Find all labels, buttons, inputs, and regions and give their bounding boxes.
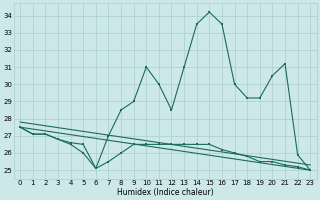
X-axis label: Humidex (Indice chaleur): Humidex (Indice chaleur): [117, 188, 213, 197]
